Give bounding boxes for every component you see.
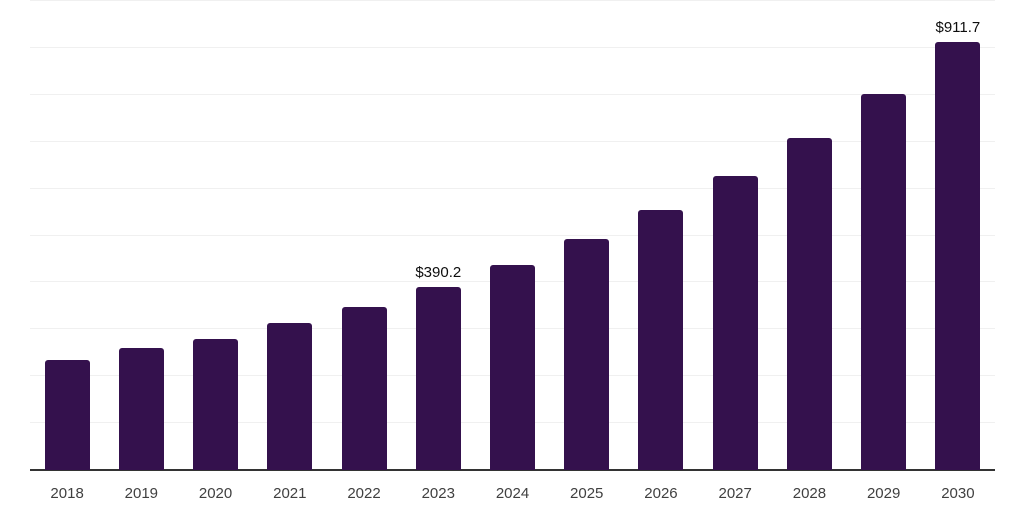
x-tick-label: 2028 [792,485,827,502]
x-tick-label: 2026 [644,485,678,502]
bar-2018 [44,360,90,470]
x-tick-label: 2021 [273,485,307,502]
gridline [30,187,995,189]
x-tick-label: 2020 [198,485,233,502]
x-tick-label: 2018 [50,485,84,502]
bar-2027 [712,175,758,470]
gridline [30,0,995,1]
bar-2025 [564,239,610,470]
bar-2022 [341,306,387,470]
x-tick-label: 2024 [495,485,530,502]
bar-value-label: $390.2 [415,264,462,281]
bar-2023 [415,287,461,470]
bar-2020 [193,339,239,470]
x-tick-label: 2022 [347,485,381,502]
gridline [30,93,995,95]
gridline [30,46,995,48]
bar-2019 [118,348,164,470]
x-axis-line [30,469,995,471]
bar-2021 [267,323,313,470]
bar-2028 [786,138,832,470]
x-tick-label: 2029 [866,485,901,502]
gridline [30,140,995,142]
bar-2024 [490,265,535,470]
gridline [30,234,995,236]
x-tick-label: 2019 [124,485,159,502]
x-tick-label: 2030 [941,485,975,502]
bar-2029 [861,94,907,470]
bar-2026 [638,210,684,470]
x-tick-label: 2025 [570,485,604,502]
x-tick-label: 2023 [421,485,455,502]
bar-value-label: $911.7 [935,19,981,37]
bar-2030 [935,42,981,470]
plot-area: $390.2 $911.7 [30,0,995,471]
x-tick-label: 2027 [718,485,752,502]
